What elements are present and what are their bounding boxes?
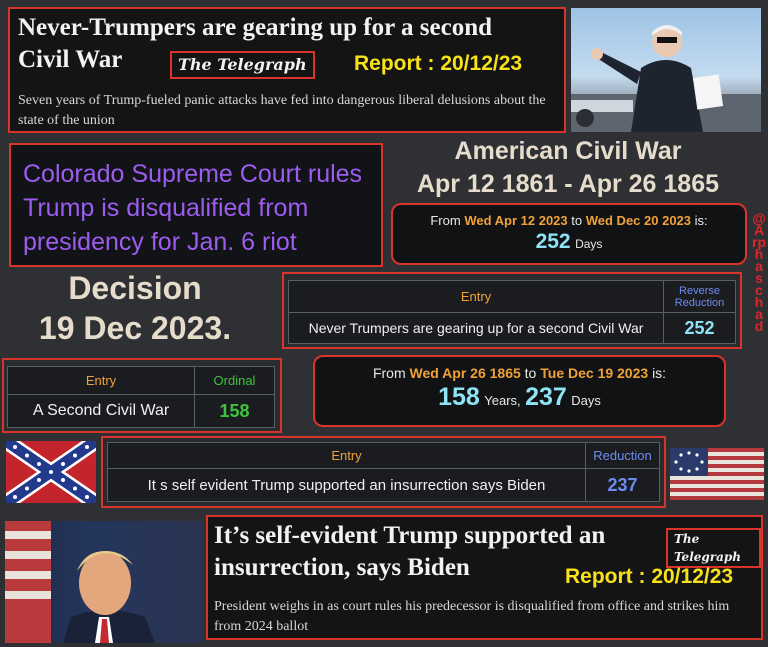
calc2-is-label: is:: [652, 365, 667, 381]
calc2-from-date: Wed Apr 26 1865: [409, 365, 521, 381]
civil-war-title: American Civil War Apr 12 1861 - Apr 26 …: [388, 135, 748, 201]
calc2-days-unit: Days: [571, 393, 601, 408]
telegraph-logo: The Telegraph: [666, 528, 761, 568]
calc1-range-line: From Wed Apr 12 2023 to Wed Dec 20 2023 …: [393, 213, 745, 228]
value-cell: 252: [663, 312, 736, 344]
biden-photo: [571, 8, 761, 132]
trump-photo: [5, 521, 203, 643]
col-reduction-header: Reduction: [585, 442, 660, 469]
bottom-headline-subtitle: President weighs in as court rules his p…: [214, 599, 730, 634]
telegraph-logo: The Telegraph: [170, 51, 315, 79]
civil-war-title-line1: American Civil War: [454, 137, 682, 165]
calc1-to-label: to: [571, 213, 583, 228]
colorado-ruling-card: Colorado Supreme Court rules Trump is di…: [9, 143, 383, 267]
calc1-result-line: 252 Days: [393, 230, 745, 254]
calc2-to-date: Tue Dec 19 2023: [540, 365, 649, 381]
bottom-headline-title-line2: insurrection, says Biden: [214, 554, 470, 581]
calc2-to-label: to: [524, 365, 537, 381]
top-headline-subtitle: Seven years of Trump-fueled panic attack…: [18, 93, 546, 128]
decision-line1: Decision: [68, 270, 202, 306]
calc1-from-date: Wed Apr 12 2023: [464, 213, 568, 228]
date-calc-252-days: From Wed Apr 12 2023 to Wed Dec 20 2023 …: [391, 203, 747, 265]
col-reverse-reduction-header: Reverse Reduction: [663, 280, 736, 313]
calc2-days-value: 237: [525, 383, 567, 411]
calc1-days-value: 252: [535, 230, 571, 253]
entry-cell: A Second Civil War: [7, 394, 195, 428]
author-handle: @Arphaschad: [752, 210, 766, 334]
calc2-years-value: 158: [438, 383, 480, 411]
decision-label: Decision 19 Dec 2023.: [10, 268, 260, 348]
calc1-from-label: From: [430, 213, 461, 228]
table-row: A Second Civil War 158: [7, 394, 275, 428]
value-cell: 237: [585, 468, 660, 502]
betsy-ross-flag-image: [670, 448, 764, 500]
table-header-row: Entry Ordinal: [7, 366, 275, 395]
col-entry-header: Entry: [107, 442, 586, 469]
bottom-headline-title-line1: It’s self-evident Trump supported an: [214, 522, 606, 549]
calc2-result-line: 158 Years, 237 Days: [315, 383, 724, 412]
table-row: It s self evident Trump supported an ins…: [107, 468, 660, 502]
bottom-headline-card: It’s self-evident Trump supported an The…: [206, 515, 763, 640]
top-headline-card: Never-Trumpers are gearing up for a seco…: [8, 7, 566, 133]
top-headline-title-line2: Civil War: [18, 46, 123, 73]
entry-cell: It s self evident Trump supported an ins…: [107, 468, 586, 502]
calc1-to-date: Wed Dec 20 2023: [585, 213, 692, 228]
calc2-years-unit: Years,: [484, 393, 521, 408]
table-header-row: Entry Reverse Reduction: [288, 280, 736, 313]
calc1-is-label: is:: [694, 213, 708, 228]
confederate-flag-image: [1, 434, 101, 510]
entry-cell: Never Trumpers are gearing up for a seco…: [288, 312, 664, 344]
value-cell: 158: [194, 394, 275, 428]
reverse-reduction-table: Entry Reverse Reduction Never Trumpers a…: [288, 280, 736, 344]
col-entry-header: Entry: [288, 280, 664, 313]
bottom-report-date: Report : 20/12/23: [565, 565, 734, 588]
ordinal-table: Entry Ordinal A Second Civil War 158: [7, 366, 275, 428]
colorado-ruling-text: Colorado Supreme Court rules Trump is di…: [23, 160, 363, 256]
col-entry-header: Entry: [7, 366, 195, 395]
calc2-range-line: From Wed Apr 26 1865 to Tue Dec 19 2023 …: [315, 365, 724, 381]
reduction-table: Entry Reduction It s self evident Trump …: [107, 442, 660, 502]
top-headline-title-line1: Never-Trumpers are gearing up for a seco…: [18, 14, 492, 41]
top-report-date: Report : 20/12/23: [354, 52, 523, 75]
calc1-days-unit: Days: [575, 237, 603, 251]
decision-line2: 19 Dec 2023.: [38, 310, 232, 346]
table-header-row: Entry Reduction: [107, 442, 660, 469]
table-row: Never Trumpers are gearing up for a seco…: [288, 312, 736, 344]
calc2-from-label: From: [372, 365, 406, 381]
date-calc-158-years: From Wed Apr 26 1865 to Tue Dec 19 2023 …: [313, 355, 726, 427]
col-ordinal-header: Ordinal: [194, 366, 275, 395]
civil-war-title-line2: Apr 12 1861 - Apr 26 1865: [416, 170, 720, 198]
